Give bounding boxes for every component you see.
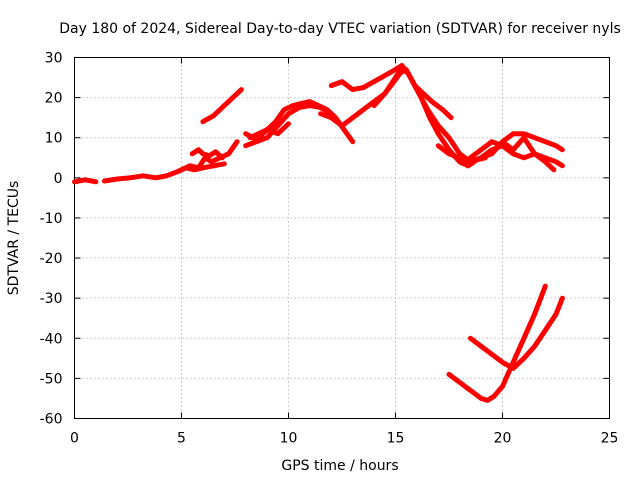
series-arc-14: [500, 135, 557, 173]
y-tick-label: -30: [40, 291, 63, 307]
x-axis-label: GPS time / hours: [281, 458, 398, 474]
x-tick-label: 5: [177, 431, 186, 447]
y-tick-label: 20: [45, 91, 63, 107]
grid: [74, 57, 610, 419]
series-arc-3: [179, 139, 240, 173]
plot-frame: [74, 57, 610, 419]
series-arc-15: [446, 283, 548, 403]
y-axis-label: SDTVAR / TECUs: [6, 181, 22, 296]
series-arc-1: [72, 177, 99, 185]
series-arc-4: [189, 147, 225, 161]
y-axis-ticks: -60 -50 -40 -30 -20 -10 0 10 20 30: [40, 51, 610, 428]
x-tick-label: 0: [70, 431, 79, 447]
data-series: [72, 63, 565, 403]
x-axis-ticks: 0 5 10 15 20 25: [70, 57, 619, 447]
y-tick-label: 30: [45, 51, 63, 67]
y-tick-label: -60: [40, 412, 63, 428]
y-tick-label: 0: [54, 171, 63, 187]
series-arc-5: [200, 87, 244, 125]
y-tick-label: -40: [40, 331, 63, 347]
series-arc-13: [467, 139, 565, 169]
series-arc-16: [467, 295, 565, 371]
x-tick-label: 25: [601, 431, 619, 447]
y-tick-label: -20: [40, 251, 63, 267]
chart-title: Day 180 of 2024, Sidereal Day-to-day VTE…: [59, 21, 621, 37]
series-arc-2: [102, 161, 227, 184]
series-arc-8: [243, 121, 291, 143]
x-tick-label: 15: [387, 431, 405, 447]
y-tick-label: 10: [45, 131, 63, 147]
x-tick-label: 20: [494, 431, 512, 447]
y-tick-label: -50: [40, 371, 63, 387]
x-tick-label: 10: [280, 431, 298, 447]
y-tick-label: -10: [40, 211, 63, 227]
series-arc-11: [371, 65, 454, 121]
